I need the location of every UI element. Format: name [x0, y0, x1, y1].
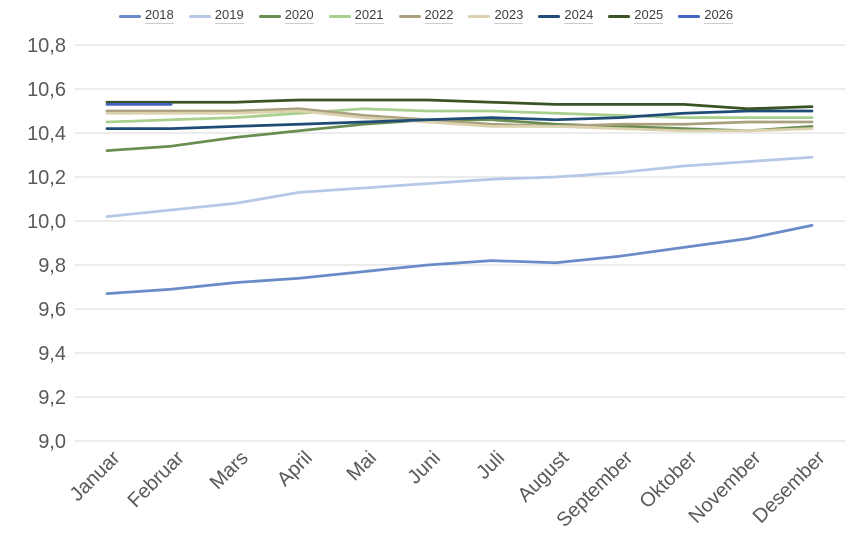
y-axis-tick-label: 10,6 [27, 79, 66, 101]
x-axis-label-juli: Juli [472, 447, 509, 484]
y-axis-tick-label: 9,0 [38, 431, 66, 453]
y-axis-tick-label: 10,2 [27, 167, 66, 189]
y-axis-tick-label: 9,4 [38, 343, 66, 365]
series-line-2019 [105, 155, 814, 218]
series-line-2022 [105, 107, 814, 128]
x-axis-label-januar: Januar [66, 447, 125, 506]
x-axis-label-oktober: Oktober [635, 447, 701, 513]
x-axis-label-mars: Mars [206, 447, 253, 494]
x-axis-label-juni: Juni [403, 447, 445, 489]
series-line-2025 [105, 98, 814, 111]
y-axis-tick-label: 10,0 [27, 211, 66, 233]
series-line-2023 [105, 109, 814, 133]
y-axis-tick-label: 9,2 [38, 387, 66, 409]
x-axis-label-april: April [273, 447, 317, 491]
y-axis-tick-label: 9,8 [38, 255, 66, 277]
series-line-2018 [105, 224, 814, 295]
y-axis-tick-label: 10,4 [27, 123, 66, 145]
y-axis-tick-label: 10,8 [27, 35, 66, 57]
x-axis-label-februar: Februar [124, 447, 189, 512]
x-axis-label-mai: Mai [343, 447, 381, 485]
y-axis-tick-label: 9,6 [38, 299, 66, 321]
x-axis-label-august: August [514, 447, 574, 507]
series-line-2021 [105, 107, 814, 124]
series-line-2024 [105, 109, 814, 130]
